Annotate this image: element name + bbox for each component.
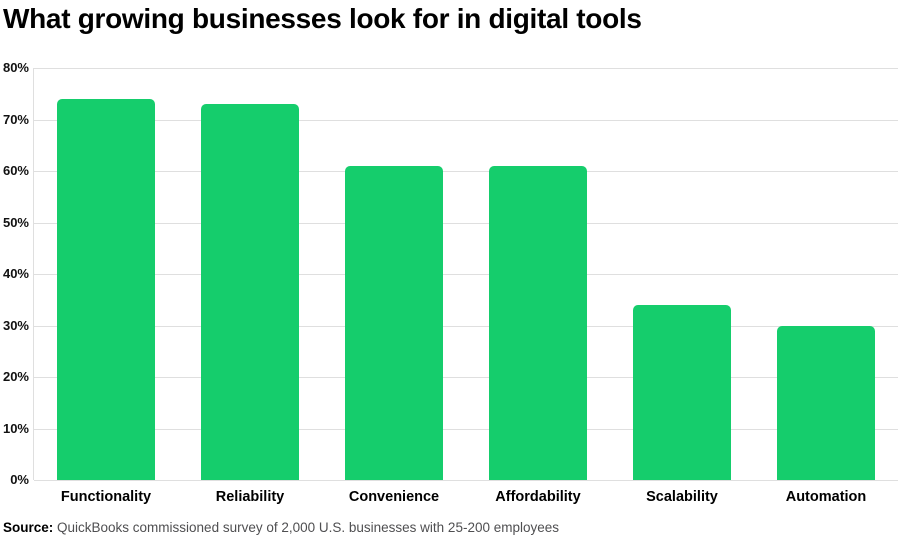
gridline-0pct <box>34 480 898 481</box>
bar-slot-affordability: Affordability <box>466 68 610 505</box>
bar-convenience <box>345 165 443 480</box>
gridline-70pct <box>34 120 898 121</box>
plot-area: Functionality Reliability Convenience Affor… <box>33 68 898 505</box>
x-tick-label-functionality: Functionality <box>60 489 152 505</box>
bar-automation <box>777 325 875 480</box>
y-tick-label-0pct: 0% <box>10 472 29 487</box>
gridline-40pct <box>34 274 898 275</box>
x-tick-label-affordability: Affordability <box>495 489 581 505</box>
gridline-30pct <box>34 326 898 327</box>
source-note: Source: QuickBooks commissioned survey o… <box>3 519 559 536</box>
bar-affordability <box>489 165 587 480</box>
x-tick-label-scalability: Scalability <box>646 489 718 505</box>
bar-slot-automation: Automation <box>754 68 898 505</box>
gridline-10pct <box>34 429 898 430</box>
x-tick-label-reliability: Reliability <box>215 489 285 505</box>
y-tick-label-60pct: 60% <box>2 163 29 178</box>
x-tick-label-convenience: Convenience <box>348 489 440 505</box>
bar-slot-convenience: Convenience <box>322 68 466 505</box>
gridline-50pct <box>34 223 898 224</box>
y-tick-label-50pct: 50% <box>2 215 29 230</box>
gridline-80pct <box>34 68 898 69</box>
x-tick-label-automation: Automation <box>785 489 867 505</box>
y-tick-label-30pct: 30% <box>2 318 29 333</box>
y-tick-label-40pct: 40% <box>2 266 29 281</box>
bar-slot-scalability: Scalability <box>610 68 754 505</box>
bar-slots: Functionality Reliability Convenience Affor… <box>34 68 898 505</box>
bar-slot-reliability: Reliability <box>178 68 322 505</box>
source-text: QuickBooks commissioned survey of 2,000 … <box>53 520 560 535</box>
y-tick-label-80pct: 80% <box>2 60 29 75</box>
y-tick-label-70pct: 70% <box>2 112 29 127</box>
source-label: Source: <box>3 520 54 535</box>
bar-reliability <box>201 104 299 480</box>
chart-title: What growing businesses look for in digi… <box>3 3 642 34</box>
bar-slot-functionality: Functionality <box>34 68 178 505</box>
bar-scalability <box>633 304 731 480</box>
gridline-60pct <box>34 171 898 172</box>
gridline-20pct <box>34 377 898 378</box>
bar-functionality <box>57 98 155 480</box>
y-tick-label-20pct: 20% <box>2 369 29 384</box>
y-tick-label-10pct: 10% <box>2 421 29 436</box>
